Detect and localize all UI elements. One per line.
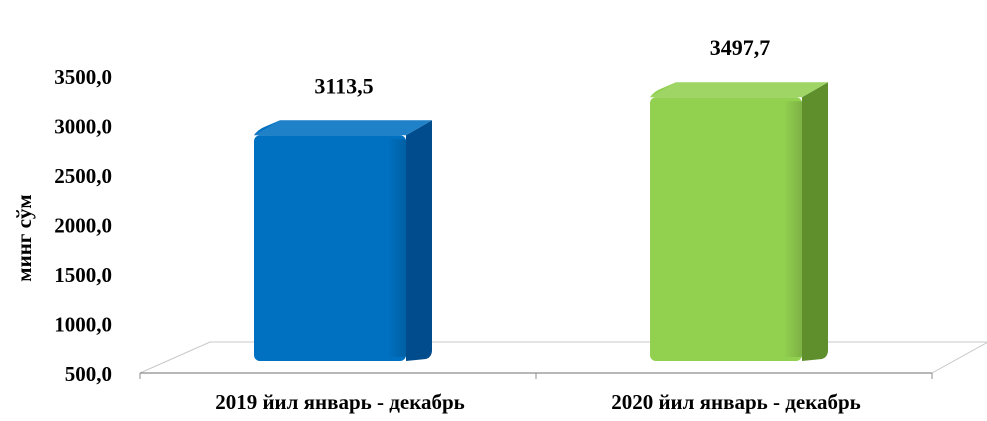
x-category-label: 2019 йил январь - декабрь (215, 390, 465, 414)
y-tick-label: 1000,0 (54, 313, 112, 337)
value-labels: 3113,5 3497,7 (314, 35, 770, 98)
category-labels: 2019 йил январь - декабрь 2020 йил январь… (215, 390, 861, 414)
y-tick-label: 500,0 (65, 362, 112, 386)
bar-side (406, 120, 432, 362)
y-axis-ticks: 500,0 1000,0 1500,0 2000,0 2500,0 3000,0 3500,… (54, 65, 112, 386)
bar-top (650, 82, 828, 98)
y-tick-label: 3500,0 (54, 65, 112, 89)
bar-value-label: 3113,5 (314, 73, 373, 98)
y-tick-label: 1500,0 (54, 263, 112, 287)
bar-top-highlight (254, 120, 432, 136)
bar (254, 135, 406, 361)
x-category-label: 2020 йил январь - декабрь (611, 390, 861, 414)
bar-edge-shade (388, 139, 406, 357)
bar-top (254, 120, 432, 136)
bar-value-label: 3497,7 (710, 35, 771, 60)
y-tick-label: 2000,0 (54, 214, 112, 238)
bar (650, 97, 802, 362)
bar-side (802, 82, 828, 362)
bars (254, 82, 828, 362)
bar-top-highlight (650, 82, 828, 98)
y-tick-label: 2500,0 (54, 164, 112, 188)
y-tick-label: 3000,0 (54, 115, 112, 139)
y-axis-label: минг сўм (12, 194, 36, 281)
bar-edge-shade (784, 101, 802, 358)
